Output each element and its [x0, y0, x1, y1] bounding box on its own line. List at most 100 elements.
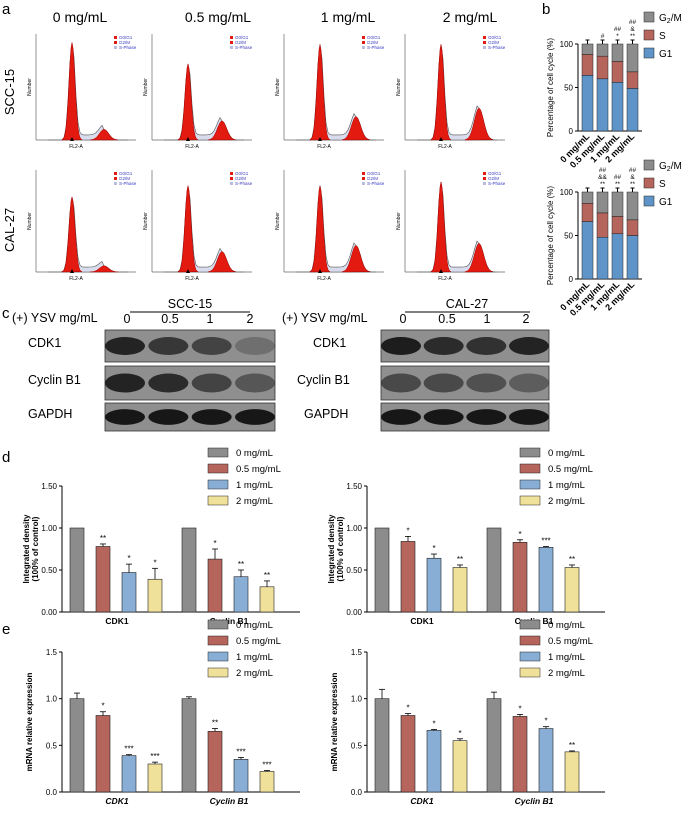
stacked-bar-segment: [611, 82, 624, 132]
x-tick-label: CDK1: [105, 616, 128, 626]
legend-label: 0 mg/mL: [236, 448, 273, 459]
axis-label: Number: [27, 212, 33, 230]
blot-cell-line: CAL-27: [446, 297, 488, 311]
y-axis-title: Integrated density: [22, 514, 31, 583]
stacked-bar-segment: [626, 88, 639, 132]
legend-swatch: [483, 46, 486, 49]
protein-label: GAPDH: [28, 407, 72, 421]
bar: [400, 541, 416, 613]
protein-label: CDK1: [313, 336, 346, 350]
y-tick-label: 100: [560, 188, 574, 197]
bar: [538, 547, 554, 613]
legend-swatch: [207, 447, 229, 458]
legend-swatch: [114, 36, 117, 39]
legend-swatch: [483, 182, 486, 185]
legend-label: 1 mg/mL: [236, 652, 273, 663]
legend-label: 1 mg/mL: [548, 652, 585, 663]
blot-band: [381, 337, 421, 355]
g0g1-peak: [61, 42, 83, 141]
legend-swatch: [643, 11, 655, 23]
blot-band: [235, 409, 275, 425]
y-axis-title: (100% of control): [336, 516, 345, 581]
significance-mark: ***: [236, 747, 245, 756]
panel-label-e: e: [2, 621, 10, 638]
legend-swatch: [519, 667, 541, 678]
histogram-grid: FL2-ANumberG0/G1G2/MS-PhaseFL2-ANumberG0…: [27, 34, 506, 282]
y-tick-label: 100: [560, 40, 574, 49]
y-tick-label: 50: [564, 84, 573, 93]
stacked-bar-segment: [581, 221, 594, 280]
significance-mark: **: [238, 560, 244, 569]
legend-label: G0/G1: [235, 35, 249, 40]
lane-label: 0: [400, 312, 407, 326]
significance-mark: #: [601, 33, 605, 40]
histogram-envelope: [417, 181, 498, 273]
y-axis-title: mRNA relative expression: [330, 672, 339, 771]
stacked-bar-segment: [626, 219, 639, 236]
legend-label: G2/M: [488, 40, 499, 45]
legend-swatch: [362, 36, 365, 39]
treatment-label: (+) YSV mg/mL: [12, 311, 98, 325]
significance-mark: &&: [598, 174, 607, 181]
peak-marker: [318, 269, 322, 273]
y-axis-title: Percentage of cell cycle (%): [546, 186, 555, 285]
peak-marker: [318, 137, 322, 141]
blot-band: [509, 409, 549, 425]
legend-label: S-Phase: [119, 45, 137, 50]
legend-swatch: [519, 619, 541, 630]
blot-cell-line: SCC-15: [168, 297, 213, 311]
legend-swatch: [643, 159, 655, 171]
significance-mark: *: [406, 526, 409, 535]
y-tick-label: 0: [569, 275, 574, 284]
legend-label: G1: [659, 49, 673, 60]
axis-label: FL2-A: [438, 276, 452, 282]
bar: [95, 546, 111, 613]
g2m-peak: [341, 116, 371, 141]
g2m-peak: [89, 129, 119, 141]
legend-label: G2/M: [235, 176, 246, 181]
axis-label: Number: [396, 212, 402, 230]
axis-label: FL2-A: [185, 276, 199, 282]
axis-label: Number: [27, 78, 33, 96]
legend-label: 0.5 mg/mL: [548, 636, 593, 647]
bar: [121, 755, 137, 793]
bar: [452, 567, 468, 613]
legend-label: S-Phase: [488, 181, 506, 186]
bar: [426, 730, 442, 793]
axis-label: FL2-A: [185, 144, 199, 150]
legend-swatch: [207, 635, 229, 646]
legend-swatch: [643, 29, 655, 41]
significance-mark: &: [630, 174, 635, 181]
legend-label: G0/G1: [235, 171, 249, 176]
axis-label: Number: [143, 212, 149, 230]
legend-swatch: [207, 463, 229, 474]
peak-marker: [70, 137, 74, 141]
significance-mark: *: [153, 558, 156, 567]
legend-label: G2/M: [119, 40, 130, 45]
legend-swatch: [114, 182, 117, 185]
legend-swatch: [114, 41, 117, 44]
bar: [147, 578, 163, 613]
panel-label-c: c: [2, 305, 10, 322]
g2m-peak: [464, 107, 494, 141]
stacked-bar-segment: [611, 43, 624, 62]
blot-band: [381, 373, 421, 393]
stacked-bar-segment: [626, 71, 639, 89]
protein-label: Cyclin B1: [297, 373, 350, 387]
row-label-scc15: SCC-15: [2, 69, 17, 115]
y-tick-label: 0.5: [351, 741, 363, 750]
lane-label: 0.5: [438, 312, 455, 326]
stacked-bar-segment: [581, 203, 594, 222]
histogram-envelope: [48, 196, 128, 273]
histogram-envelope: [296, 44, 376, 141]
stacked-bar-segment: [596, 236, 609, 280]
y-tick-label: 0.0: [46, 788, 58, 797]
significance-mark: *: [544, 717, 547, 726]
stacked-bar-segment: [611, 216, 624, 235]
peak-marker: [186, 137, 190, 141]
